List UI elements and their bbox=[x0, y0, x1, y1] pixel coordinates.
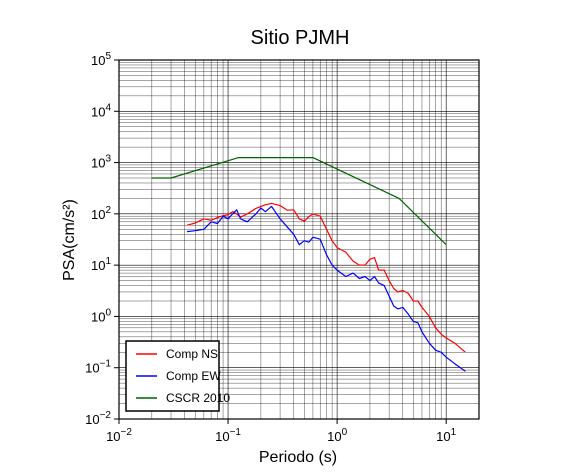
plot-frame bbox=[118, 59, 480, 420]
series-line-cscr-2010 bbox=[151, 157, 447, 246]
legend-label-comp-ns: Comp NS bbox=[166, 347, 218, 361]
series-layer bbox=[151, 157, 466, 372]
series-line-comp-ns bbox=[186, 202, 466, 353]
legend-label-cscr-2010: CSCR 2010 bbox=[166, 391, 230, 405]
grid bbox=[118, 59, 480, 420]
x-axis-label: Periodo (s) bbox=[259, 449, 337, 466]
series-line-comp-ew bbox=[186, 205, 466, 372]
legend-label-comp-ew: Comp EW bbox=[166, 369, 221, 383]
legend: Comp NS Comp EW CSCR 2010 bbox=[125, 340, 230, 412]
y-axis-label: PSA(cm/s²) bbox=[61, 199, 78, 281]
chart-title: Sitio PJMH bbox=[251, 27, 350, 49]
